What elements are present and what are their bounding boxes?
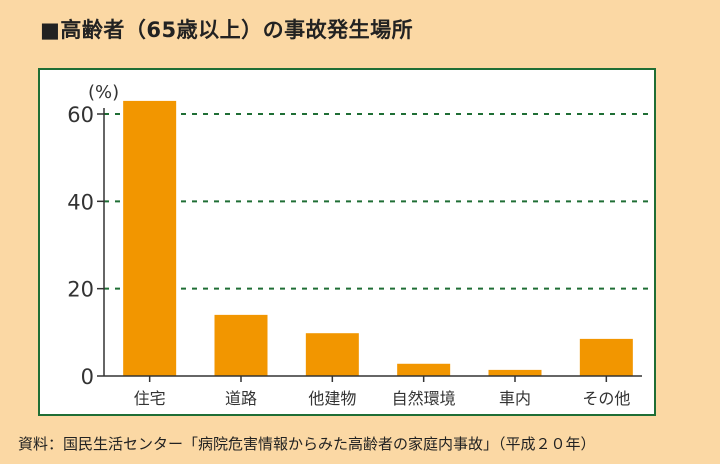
chart-panel: 0 20 40 60 (%) 住宅 道路 他建物 自然環境 車内 その他 — [38, 68, 656, 416]
x-tick-label: 道路 — [225, 389, 257, 408]
bar-4 — [397, 363, 451, 376]
y-tick-label: 0 — [81, 365, 94, 389]
y-tick-label: 20 — [67, 278, 94, 302]
y-axis-label: (%) — [88, 82, 119, 103]
x-tick-label: 住宅 — [134, 389, 166, 408]
x-tick-label: 車内 — [499, 389, 531, 408]
x-tick-label: その他 — [582, 389, 630, 408]
bar-chart: 0 20 40 60(%) 住宅 道路 他建物 自然環境 車内 その他 — [67, 82, 652, 408]
x-tick-label: 自然環境 — [392, 389, 456, 408]
bar-2 — [214, 314, 268, 376]
y-tick-label: 60 — [67, 103, 94, 127]
chart-title: ■高齢者（65歳以上）の事故発生場所 — [40, 18, 414, 42]
bar-3 — [305, 333, 359, 376]
bar-1 — [123, 100, 177, 377]
source-note: 資料：国民生活センター「病院危害情報からみた高齢者の家庭内事故」（平成２０年） — [18, 435, 596, 453]
bar-6 — [579, 338, 633, 376]
bar-5 — [488, 369, 542, 376]
x-tick-label: 他建物 — [308, 389, 356, 408]
y-tick-label: 40 — [67, 190, 94, 214]
